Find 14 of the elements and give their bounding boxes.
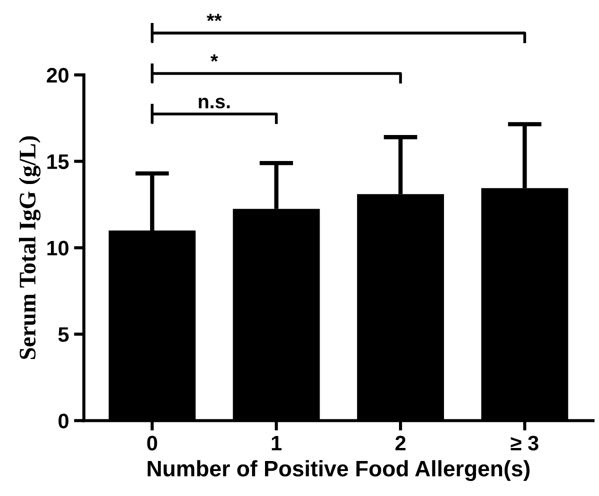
x-axis-title: Number of Positive Food Allergen(s) — [148, 460, 530, 481]
y-axis-title: Serum Total IgG (g/L) — [18, 136, 41, 359]
x-tick-label: 2 — [395, 436, 406, 450]
text: * — [210, 54, 218, 62]
y-tick-label: 15 — [47, 154, 69, 170]
x-tick-label: 1 — [272, 436, 282, 450]
text: ** — [206, 14, 222, 22]
y-tick-label: 0 — [58, 414, 68, 428]
x-tick-label: ≥ 3 — [510, 436, 538, 451]
x-tick-label: 0 — [147, 436, 158, 450]
y-tick-label: 5 — [58, 327, 69, 342]
y-tick-label: 10 — [47, 240, 68, 256]
annotation: n.s. — [198, 98, 230, 108]
y-tick-label: 20 — [46, 68, 68, 83]
